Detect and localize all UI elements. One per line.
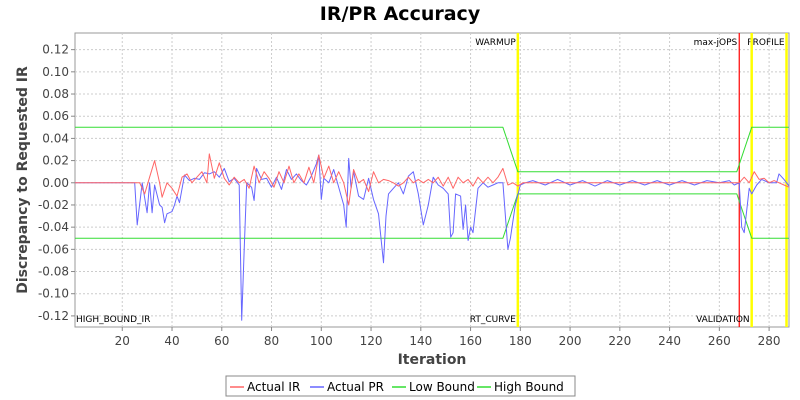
x-tick-label: 260 [708, 334, 731, 348]
plot-frame [74, 32, 790, 328]
legend: Actual IR Actual PR Low Bound High Bound [225, 375, 576, 397]
marker-label: max-jOPS [694, 38, 738, 48]
series-line-actual-pr [75, 154, 790, 321]
y-tick-label: 0.04 [42, 131, 69, 145]
x-axis: 20 40 60 80 100 120 140 160 180 200 220 240 260 280 [115, 327, 781, 348]
x-tick-label: 80 [264, 334, 279, 348]
x-tick-label: 160 [459, 334, 482, 348]
legend-item-label: Actual IR [247, 380, 300, 394]
x-tick-label: 100 [310, 334, 333, 348]
marker-label: HIGH_BOUND_IR [76, 315, 150, 325]
x-axis-label: Iteration [398, 352, 467, 368]
y-tick-label: 0.10 [42, 65, 69, 79]
plot-area [74, 32, 790, 328]
marker-label: RT_CURVE [470, 315, 516, 325]
y-tick-label: 0.08 [42, 87, 69, 101]
legend-box [225, 375, 576, 397]
series-line-actual-ir [75, 153, 790, 206]
series-line-high-bound [75, 126, 789, 173]
y-axis-label: Discrepancy to Requested IR [15, 66, 31, 294]
x-tick-label: 40 [164, 334, 179, 348]
y-axis: -0.12 -0.10 -0.08 -0.06 -0.04 -0.02 0.00 0.02 0.… [38, 43, 75, 323]
legend-item-label: Low Bound [409, 380, 475, 394]
y-tick-label: -0.08 [38, 265, 69, 279]
x-tick-label: 140 [409, 334, 432, 348]
marker-label: VALIDATION [696, 315, 750, 325]
x-tick-label: 240 [658, 334, 681, 348]
y-tick-label: -0.06 [38, 242, 69, 256]
x-tick-label: 280 [758, 334, 781, 348]
y-tick-label: -0.02 [38, 198, 69, 212]
x-tick-label: 60 [214, 334, 229, 348]
legend-item-label: Actual PR [327, 380, 384, 394]
chart-title: IR/PR Accuracy [320, 3, 481, 25]
marker-label: WARMUP [475, 38, 516, 48]
series-lines [75, 126, 790, 321]
legend-item-label: High Bound [494, 380, 564, 394]
x-tick-label: 20 [115, 334, 130, 348]
y-tick-label: 0.02 [42, 154, 69, 168]
series-line-low-bound [75, 193, 789, 239]
x-tick-label: 200 [559, 334, 582, 348]
y-tick-label: 0.12 [42, 43, 69, 57]
phase-markers: WARMUP max-jOPS PROFILE RT_CURVE VALIDATION H… [76, 33, 788, 327]
x-tick-label: 220 [608, 334, 631, 348]
x-tick-label: 120 [360, 334, 383, 348]
y-tick-label: 0.06 [42, 109, 69, 123]
x-tick-label: 180 [509, 334, 532, 348]
y-tick-label: -0.04 [38, 220, 69, 234]
y-tick-label: -0.12 [38, 309, 69, 323]
y-tick-label: -0.10 [38, 287, 69, 301]
y-tick-label: 0.00 [42, 176, 69, 190]
marker-label: PROFILE [747, 38, 785, 48]
